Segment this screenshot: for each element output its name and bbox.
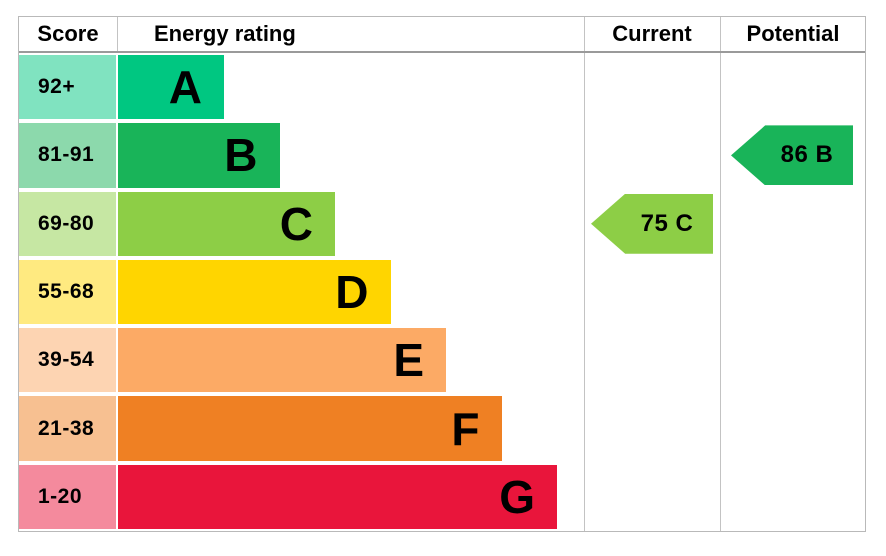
current-column-header: Current <box>612 21 692 46</box>
score-column-header: Score <box>19 17 118 51</box>
band-bar-f: F <box>118 396 502 461</box>
band-bar-b: B <box>118 123 280 188</box>
score-range-g: 1-20 <box>19 464 118 529</box>
band-bar-a: A <box>118 55 224 120</box>
score-range-a: 92+ <box>19 55 118 120</box>
potential-column-divider <box>720 17 721 531</box>
band-row-d: 55-68 D <box>19 258 865 326</box>
band-row-a: 92+ A <box>19 53 865 121</box>
band-row-g: 1-20 G <box>19 463 865 531</box>
score-range-e: 39-54 <box>19 328 118 393</box>
score-range-d: 55-68 <box>19 259 118 325</box>
rating-table: Score Energy rating Current Potential 92… <box>18 16 866 532</box>
score-range-f: 21-38 <box>19 396 118 461</box>
band-bar-g: G <box>118 464 557 529</box>
potential-column-header: Potential <box>746 21 840 46</box>
band-bar-c: C <box>118 191 335 256</box>
score-range-c: 69-80 <box>19 191 118 256</box>
potential-rating-arrow: 86 B <box>731 125 853 186</box>
band-bar-d: D <box>118 259 391 325</box>
band-row-f: 21-38 F <box>19 394 865 462</box>
band-row-e: 39-54 E <box>19 326 865 394</box>
band-rows: 92+ A 81-91 B 69-80 C 55-68 D <box>19 53 865 531</box>
table-header: Score Energy rating Current Potential <box>19 17 865 53</box>
band-row-b: 81-91 B <box>19 121 865 189</box>
current-column-divider <box>584 17 585 531</box>
score-range-b: 81-91 <box>19 123 118 188</box>
band-row-c: 69-80 C <box>19 190 865 258</box>
band-bar-e: E <box>118 328 446 393</box>
energy-rating-column-header: Energy rating <box>154 21 296 46</box>
